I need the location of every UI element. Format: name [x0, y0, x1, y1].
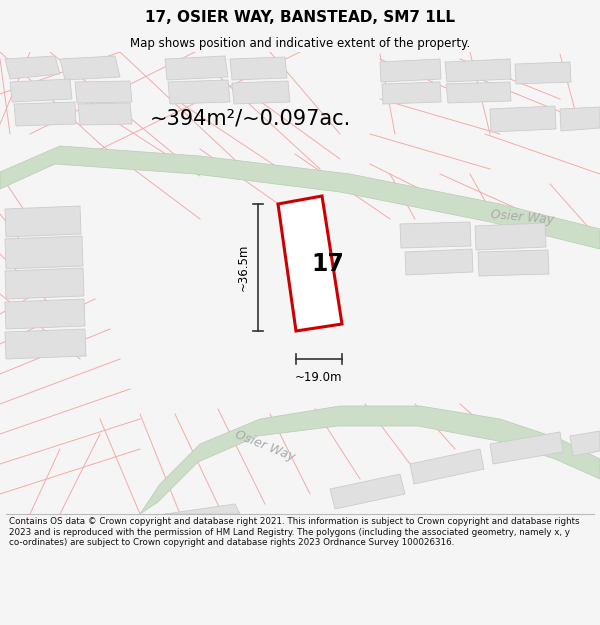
Polygon shape [445, 59, 511, 82]
Polygon shape [5, 56, 60, 79]
Polygon shape [446, 82, 511, 103]
Polygon shape [330, 474, 405, 509]
Polygon shape [165, 56, 228, 80]
Text: 17, OSIER WAY, BANSTEAD, SM7 1LL: 17, OSIER WAY, BANSTEAD, SM7 1LL [145, 11, 455, 26]
Polygon shape [232, 81, 290, 104]
Polygon shape [10, 79, 72, 102]
Polygon shape [5, 268, 84, 299]
Text: 17: 17 [311, 252, 344, 276]
Polygon shape [230, 57, 287, 80]
Polygon shape [5, 329, 86, 359]
Text: ~19.0m: ~19.0m [295, 371, 343, 384]
Polygon shape [60, 56, 120, 80]
Text: Map shows position and indicative extent of the property.: Map shows position and indicative extent… [130, 38, 470, 51]
Polygon shape [490, 432, 563, 464]
Text: ~36.5m: ~36.5m [237, 244, 250, 291]
Polygon shape [515, 62, 571, 84]
Polygon shape [78, 103, 132, 125]
Polygon shape [380, 59, 441, 82]
Polygon shape [165, 504, 240, 514]
Polygon shape [5, 236, 83, 269]
Polygon shape [382, 82, 441, 104]
Polygon shape [140, 406, 600, 514]
Polygon shape [14, 102, 76, 126]
Polygon shape [410, 449, 484, 484]
Polygon shape [0, 146, 600, 249]
Polygon shape [475, 223, 546, 250]
Polygon shape [5, 299, 85, 329]
Polygon shape [490, 106, 556, 132]
Text: Osier Way: Osier Way [233, 428, 297, 464]
Polygon shape [478, 250, 549, 276]
Polygon shape [560, 107, 600, 131]
Text: Osier Way: Osier Way [490, 208, 554, 226]
Polygon shape [168, 80, 230, 104]
Polygon shape [5, 206, 81, 237]
Polygon shape [405, 249, 473, 275]
Polygon shape [75, 81, 132, 103]
Text: Contains OS data © Crown copyright and database right 2021. This information is : Contains OS data © Crown copyright and d… [9, 518, 580, 547]
Polygon shape [278, 196, 342, 331]
Text: ~394m²/~0.097ac.: ~394m²/~0.097ac. [149, 109, 350, 129]
Polygon shape [400, 222, 471, 248]
Polygon shape [570, 431, 600, 456]
